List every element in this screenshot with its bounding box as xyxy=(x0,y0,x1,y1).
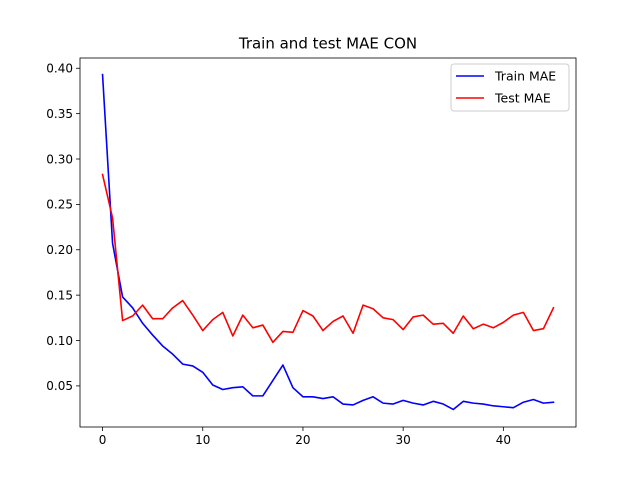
series-line-test-mae xyxy=(101,173,555,344)
y-tick-label: 0.10 xyxy=(46,334,73,348)
x-tick-label: 0 xyxy=(99,433,107,447)
y-tick-label: 0.40 xyxy=(46,62,73,76)
axes: 0 10 20 30 40 0.05 0.10 0.15 0.20 0.25 0.30 0.35 0.4… xyxy=(46,57,577,447)
y-tick-label: 0.35 xyxy=(46,107,73,121)
y-tick-label: 0.20 xyxy=(46,243,73,257)
y-tick-label: 0.05 xyxy=(46,379,73,393)
plot-area xyxy=(101,73,555,411)
x-tick-label: 10 xyxy=(195,433,210,447)
y-tick-label: 0.25 xyxy=(46,198,73,212)
y-tick-label: 0.30 xyxy=(46,152,73,166)
x-tick-label: 30 xyxy=(396,433,411,447)
x-tick-label: 40 xyxy=(496,433,511,447)
legend-label-test-mae: Test MAE xyxy=(494,91,551,106)
series-line-train-mae xyxy=(101,73,555,411)
y-tick-label: 0.15 xyxy=(46,288,73,302)
legend-label-train-mae: Train MAE xyxy=(494,69,556,84)
chart-title: Train and test MAE CON xyxy=(238,35,417,53)
x-tick-label: 20 xyxy=(295,433,310,447)
legend: Train MAE Test MAE xyxy=(450,63,570,112)
axes-frame xyxy=(79,57,577,428)
